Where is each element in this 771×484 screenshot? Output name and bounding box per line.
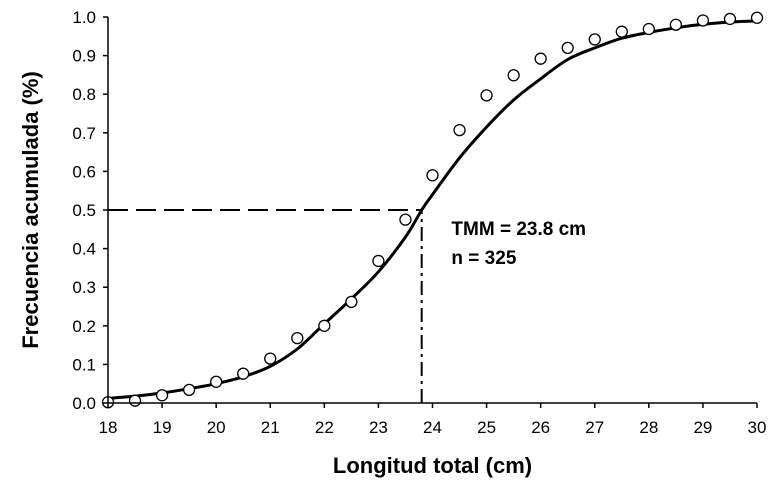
x-tick-label: 29 (693, 418, 712, 437)
data-point (724, 13, 735, 24)
data-point (292, 333, 303, 344)
y-tick-label: 0.3 (72, 278, 96, 297)
x-tick-label: 25 (477, 418, 496, 437)
data-point (319, 320, 330, 331)
reference-lines (108, 210, 422, 403)
tick-labels: 0.0 0.1 0.2 0.3 0.4 0.5 0.6 0.7 0.8 0.9 1.0 18 19 20 2… (72, 8, 766, 437)
annotation-n: n = 325 (451, 248, 516, 269)
data-point (400, 214, 411, 225)
data-point (427, 170, 438, 181)
data-point (562, 42, 573, 53)
y-tick-label: 0.6 (72, 162, 96, 181)
x-tick-label: 18 (99, 418, 118, 437)
data-point (373, 255, 384, 266)
y-axis-title: Frecuencia acumulada (%) (18, 71, 43, 349)
data-point (157, 390, 168, 401)
axes (103, 17, 757, 408)
x-tick-label: 27 (585, 418, 604, 437)
x-tick-label: 19 (153, 418, 172, 437)
y-tick-label: 0.7 (72, 124, 96, 143)
x-tick-label: 24 (423, 418, 442, 437)
y-tick-label: 1.0 (72, 8, 96, 27)
y-tick-label: 0.9 (72, 47, 96, 66)
x-tick-label: 28 (639, 418, 658, 437)
y-tick-label: 0.4 (72, 240, 96, 259)
data-point (211, 376, 222, 387)
y-tick-label: 0.8 (72, 85, 96, 104)
x-tick-label: 20 (207, 418, 226, 437)
data-point (616, 26, 627, 37)
data-point (670, 19, 681, 30)
x-axis-title: Longitud total (cm) (333, 453, 532, 478)
data-point (481, 90, 492, 101)
data-point (454, 125, 465, 136)
data-point (697, 15, 708, 26)
x-tick-label: 30 (748, 418, 767, 437)
data-point (184, 384, 195, 395)
data-point (589, 34, 600, 45)
y-tick-label: 0.0 (72, 394, 96, 413)
y-tick-label: 0.1 (72, 355, 96, 374)
y-tick-label: 0.5 (72, 201, 96, 220)
data-point (238, 368, 249, 379)
data-point (265, 353, 276, 364)
data-point (535, 53, 546, 64)
x-tick-label: 22 (315, 418, 334, 437)
x-tick-label: 23 (369, 418, 388, 437)
data-point (508, 70, 519, 81)
data-point (643, 23, 654, 34)
y-tick-label: 0.2 (72, 317, 96, 336)
data-point (130, 395, 141, 406)
data-point (346, 296, 357, 307)
annotation-tmm: TMM = 23.8 cm (451, 219, 586, 240)
x-tick-label: 26 (531, 418, 550, 437)
x-tick-label: 21 (261, 418, 280, 437)
data-point (752, 12, 763, 23)
